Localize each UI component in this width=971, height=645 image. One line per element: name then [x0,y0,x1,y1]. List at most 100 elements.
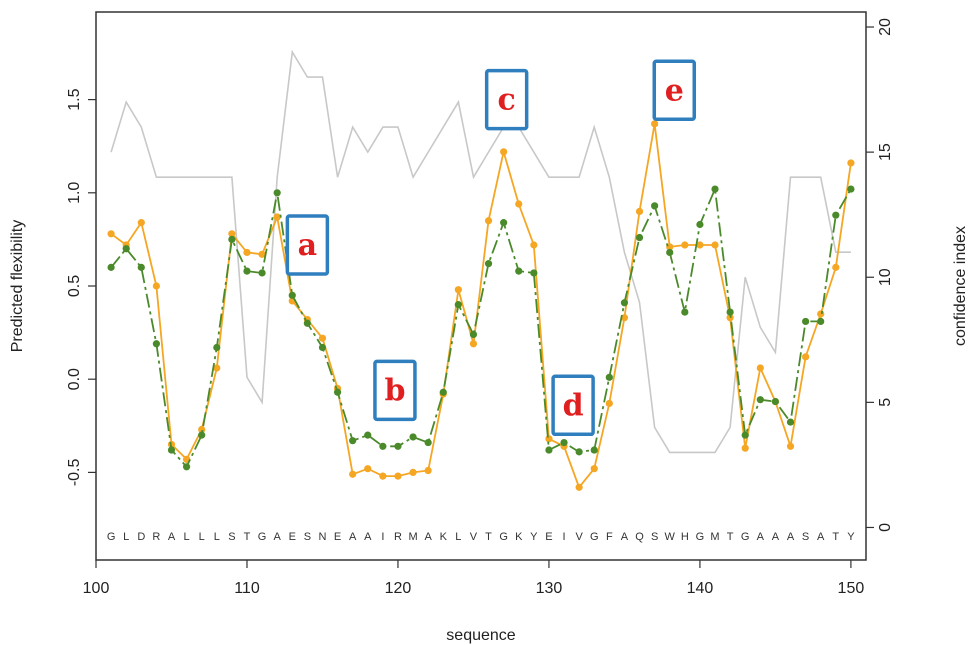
sequence-letter: E [289,531,296,543]
flexibility-point [107,263,115,271]
sequence-letter: L [199,531,205,543]
flexibility-point [711,241,719,249]
sequence-letter: W [665,531,676,543]
flexibility-point [152,282,160,290]
annotation-label: e [665,73,684,108]
sequence-letter: S [304,531,311,543]
sequence-letter: L [214,531,220,543]
flexibility-point [364,431,372,439]
flexibility-point [213,343,221,352]
annotation-box [551,374,595,437]
flexibility-point [756,364,764,372]
flexibility-point [605,399,613,408]
flexibility-point [243,248,251,257]
sequence-letter: S [802,531,809,543]
flexibility-point [379,442,387,450]
flexibility-point [817,317,825,326]
flexibility-point [741,444,749,452]
confidence-index-line [110,49,851,454]
flexibility-point [651,120,659,128]
sequence-letter: G [741,531,750,543]
flexibility-point [530,241,538,249]
flexibility-point [515,267,523,275]
flexibility-point [847,159,855,167]
y2-tick-label: 0 [877,523,894,532]
flexibility-point [318,343,327,352]
sequence-letter: K [440,531,448,543]
flexibility-point [741,431,749,439]
flexibility-point [832,211,840,219]
sequence-letter: G [696,531,705,543]
flexibility-point [696,241,704,249]
flexibility-point [500,148,508,156]
annotation-label: d [563,388,584,423]
sequence-letter: L [184,531,190,543]
flexibility-point [152,340,160,348]
flexibility-point [802,353,810,361]
flexibility-point [590,465,598,473]
flexibility-point [696,220,704,229]
flexibility-point [605,373,613,381]
axis-ticks: 100 110 120 130 140 150 -0.5 0.0 0.5 1.0 1.5 0 5 10 15… [66,18,894,597]
annotation-label: a [298,228,317,263]
sequence-letter: I [563,531,566,543]
x-tick-label: 100 [83,580,110,597]
annotation-box [652,59,697,122]
sequence-letter: I [381,531,384,543]
sequence-letter: V [470,531,478,543]
annotation-label: b [384,373,405,408]
flexibility-point [198,431,206,439]
flexibility-point [756,396,764,404]
flexibility-point [545,446,553,454]
sequence-letter: A [349,531,357,543]
flexibility-point [469,340,478,348]
flexibility-point [786,442,795,450]
sequence-letter: L [455,531,461,543]
flexibility-point [515,200,523,208]
flexibility-point [817,310,825,318]
sequence-letter: A [424,531,432,543]
sequence-letter: L [123,531,129,543]
sequence-letter: A [168,531,176,543]
y-tick-label: 1.0 [66,182,83,204]
flexibility-line [110,185,852,469]
sequence-letter: A [621,531,629,543]
flexibility-point [771,397,780,406]
sequence-letter: G [590,531,599,543]
sequence-letter: V [575,531,583,543]
flexibility-point [122,245,130,253]
annotation-box [285,214,330,276]
annotation-box [484,68,529,131]
sequence-letter: G [107,531,116,543]
flexibility-point [500,219,508,227]
flexibility-point [681,241,689,249]
sequence-letter: G [499,531,508,543]
flexibility-point [258,250,266,258]
sequence-letter: Y [847,531,855,543]
y-tick-label: -0.5 [66,459,83,487]
flexibility-point [484,260,493,268]
sequence-letter: M [710,531,719,543]
sequence-letter: T [727,531,734,543]
flexibility-point [318,334,327,342]
sequence-letter: S [651,531,658,543]
flexibility-point [666,248,674,257]
flexibility-point [575,483,583,491]
flexibility-point [394,472,402,480]
sequence-letter: T [832,531,839,543]
sequence-letter: A [787,531,795,543]
annotation-layer: a b c d e [285,59,697,437]
sequence-letter: F [606,531,613,543]
flexibility-point [273,213,281,221]
flexibility-point [575,448,583,456]
sequence-letter: E [334,531,341,543]
flexibility-point [288,291,296,299]
y-tick-label: 0.0 [66,368,83,390]
sequence-letter: A [364,531,372,543]
flexibility-point [545,435,553,443]
flexibility-point [484,217,493,225]
sequence-letter: N [318,531,326,543]
flexibility-point [711,185,719,193]
annotation-label: c [498,83,516,118]
